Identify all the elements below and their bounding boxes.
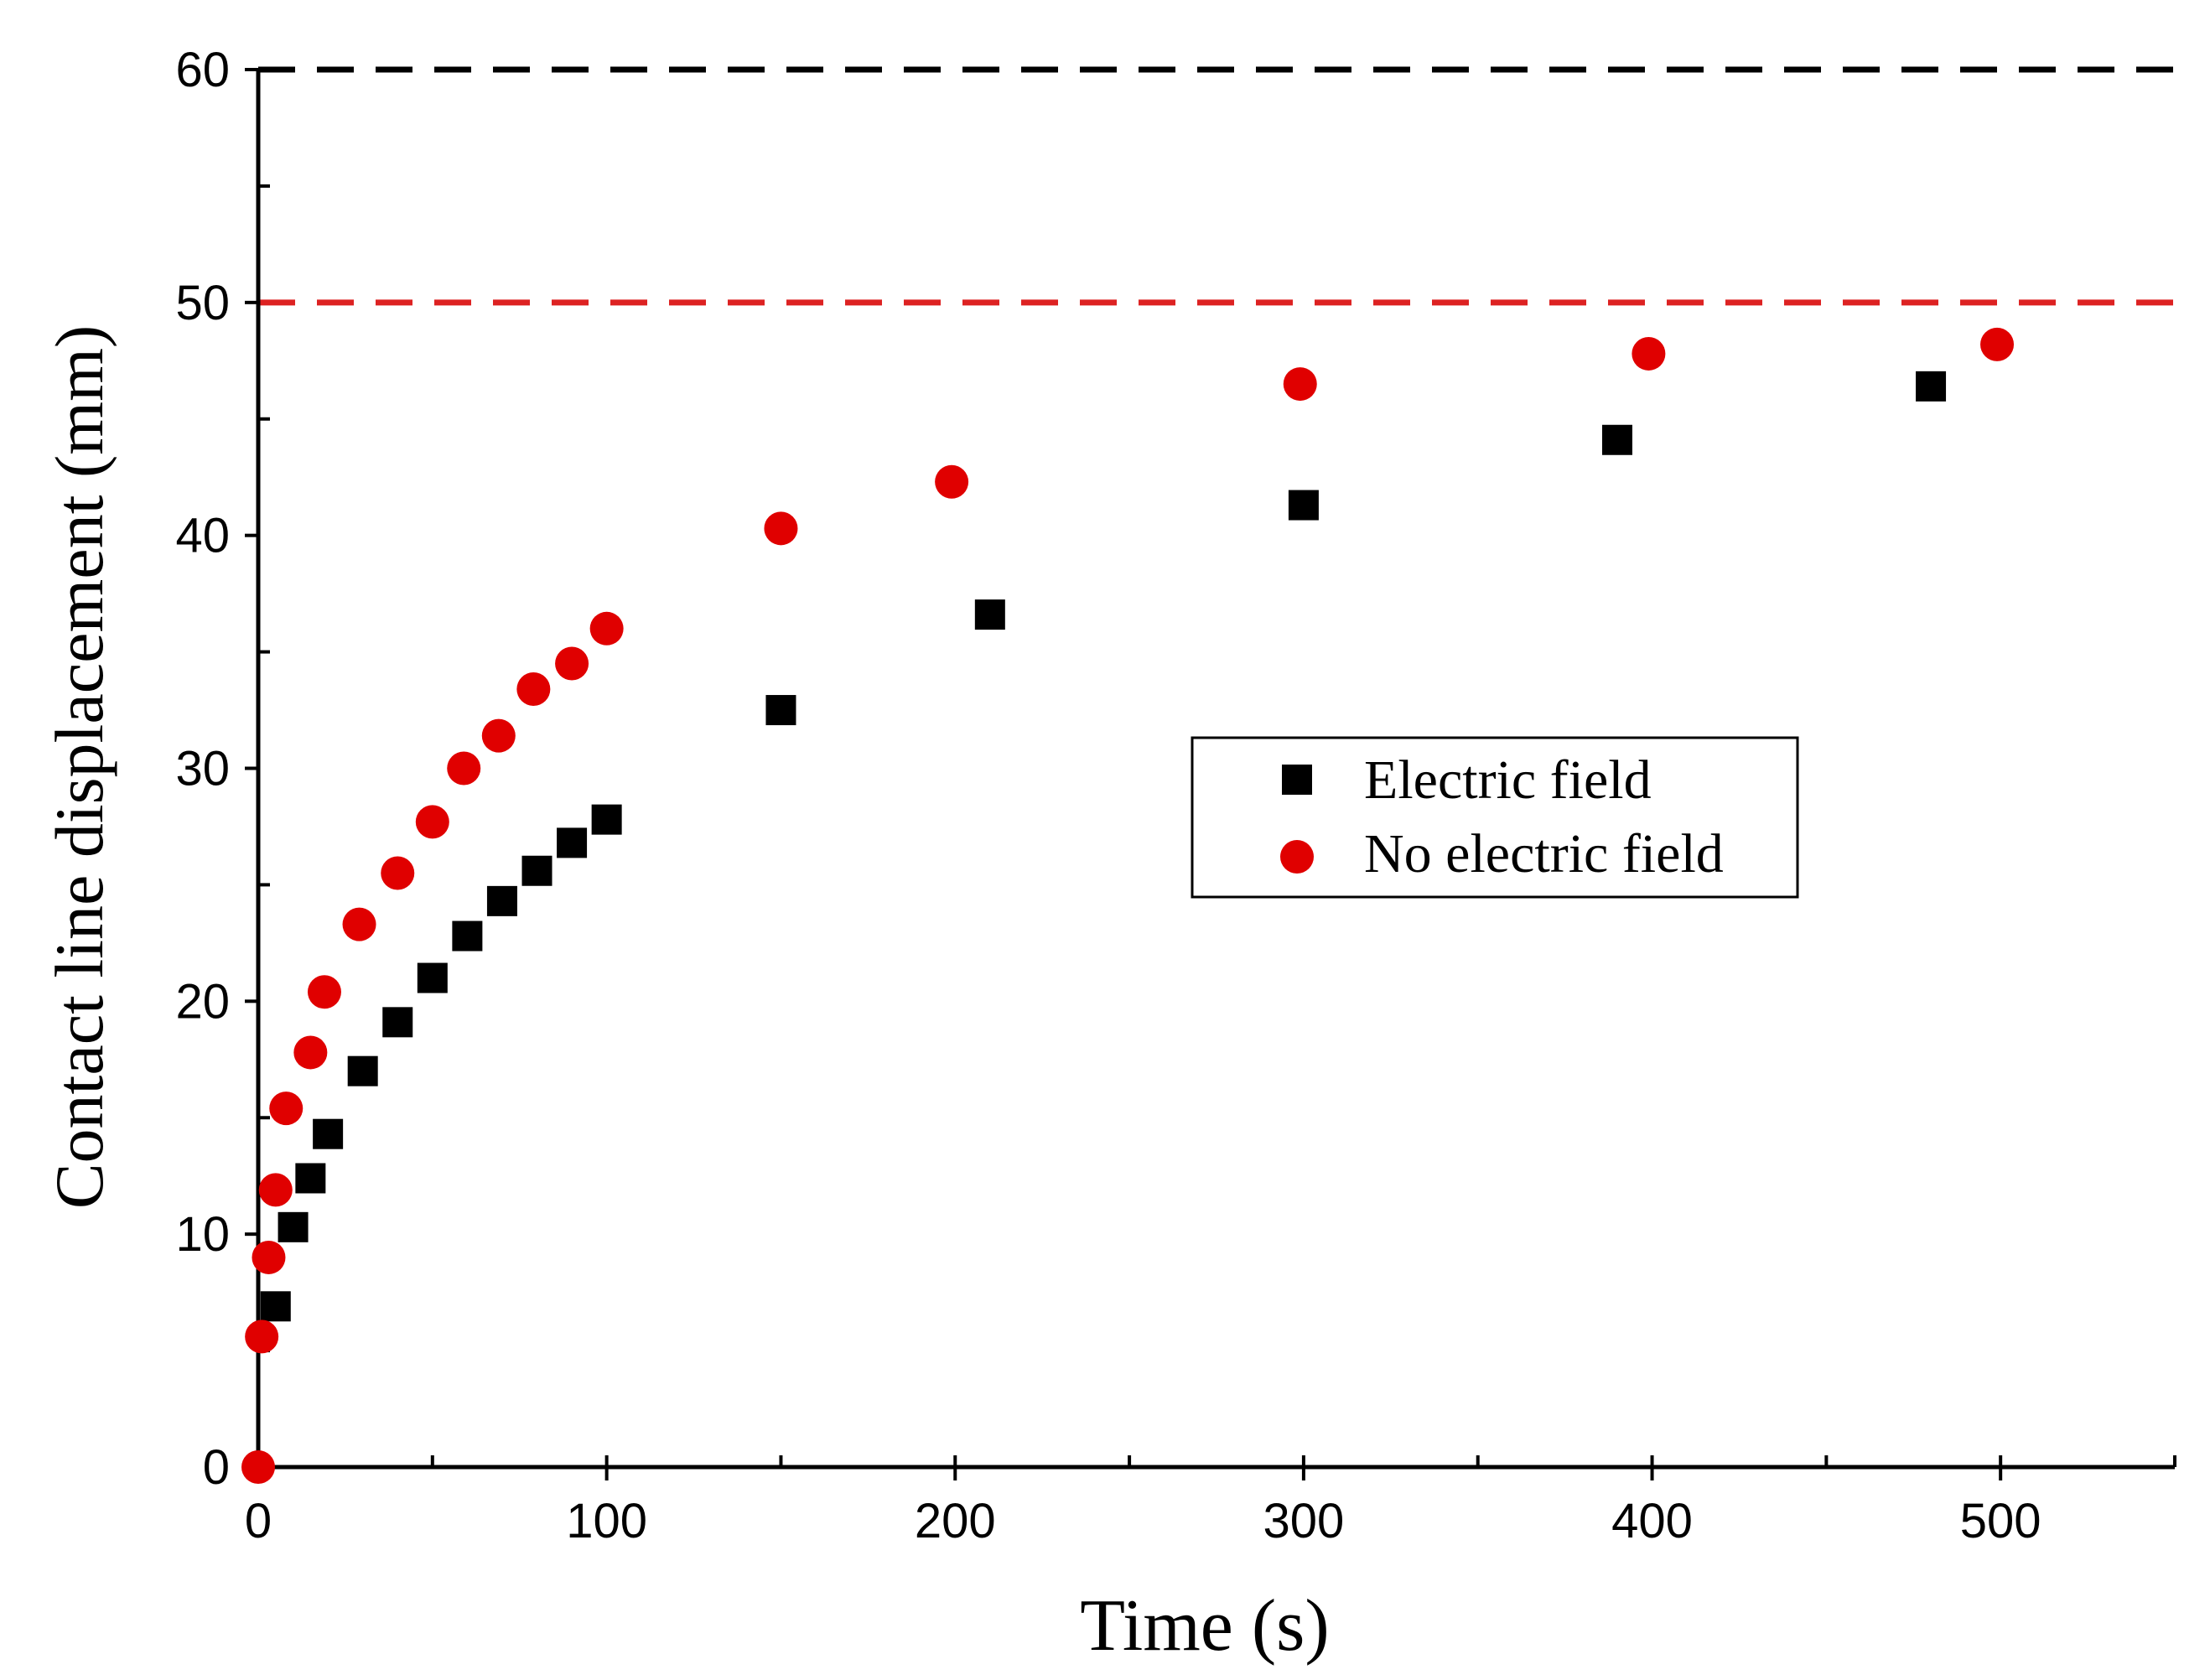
data-point	[1632, 336, 1666, 371]
data-points	[241, 327, 2015, 1484]
data-point	[765, 695, 796, 726]
data-point	[1288, 490, 1319, 521]
y-tick-label: 50	[175, 276, 230, 330]
legend-label-no-electric-field: No electric field	[1364, 823, 1724, 884]
series-no-electric-field	[241, 327, 2015, 1484]
data-point	[555, 646, 589, 681]
x-tick-label: 500	[1960, 1494, 2041, 1548]
legend-marker-electric-field	[1282, 765, 1312, 795]
data-point	[313, 1118, 344, 1149]
x-tick-label: 200	[915, 1494, 996, 1548]
x-axis-title: Time (s)	[1080, 1585, 1329, 1667]
x-tick-label: 300	[1263, 1494, 1345, 1548]
series-electric-field	[260, 371, 1947, 1322]
data-point	[381, 856, 415, 890]
data-point	[764, 511, 798, 546]
data-point	[258, 1173, 293, 1207]
data-point	[342, 907, 376, 941]
data-point	[295, 1163, 326, 1194]
data-point	[452, 920, 483, 951]
data-point	[382, 1007, 413, 1038]
data-point	[481, 718, 516, 753]
data-point	[521, 855, 552, 886]
y-axis-ticks: 0 10 20 30 40 50 60	[175, 43, 270, 1495]
data-point	[241, 1450, 275, 1484]
data-point	[1916, 371, 1947, 402]
legend: Electric field No electric field	[1191, 736, 1799, 899]
x-tick-label: 400	[1611, 1494, 1693, 1548]
legend-label-electric-field: Electric field	[1364, 749, 1652, 811]
y-tick-label: 60	[175, 43, 230, 97]
data-point	[1980, 327, 2015, 361]
data-point	[347, 1055, 378, 1086]
data-point	[557, 827, 588, 858]
x-tick-label: 100	[566, 1494, 647, 1548]
data-point	[415, 805, 449, 839]
y-tick-label: 20	[175, 974, 230, 1029]
data-point	[447, 751, 481, 786]
data-point	[1601, 424, 1632, 455]
data-point	[935, 464, 969, 499]
data-point	[589, 611, 624, 646]
data-point	[974, 599, 1005, 630]
data-point	[591, 804, 622, 835]
data-point	[293, 1035, 328, 1070]
y-tick-label: 40	[175, 509, 230, 563]
data-point	[245, 1320, 279, 1354]
x-tick-label: 0	[245, 1494, 272, 1548]
y-tick-label: 30	[175, 742, 230, 796]
data-point	[417, 962, 448, 993]
y-tick-label: 10	[175, 1207, 230, 1262]
data-point	[307, 975, 341, 1009]
data-point	[252, 1240, 286, 1274]
data-point	[486, 885, 517, 916]
reference-lines	[258, 66, 2175, 306]
y-tick-label: 0	[203, 1440, 230, 1495]
legend-marker-no-electric-field	[1280, 840, 1314, 874]
data-point	[516, 672, 551, 707]
data-point	[278, 1211, 309, 1242]
y-axis-title: Contact line displacement (mm)	[41, 325, 117, 1209]
data-point	[1283, 367, 1317, 402]
data-point	[260, 1291, 291, 1322]
data-point	[269, 1091, 303, 1126]
